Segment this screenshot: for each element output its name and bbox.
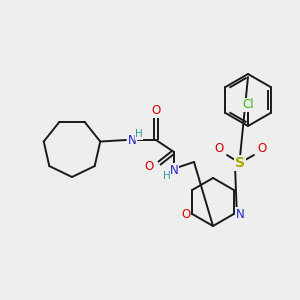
Text: N: N — [236, 208, 244, 220]
Text: Cl: Cl — [242, 98, 254, 112]
Text: N: N — [169, 164, 178, 176]
Text: O: O — [214, 142, 224, 154]
Text: O: O — [257, 142, 267, 154]
Text: O: O — [144, 160, 154, 172]
Text: H: H — [135, 129, 143, 139]
Text: S: S — [235, 156, 245, 170]
Text: H: H — [163, 171, 171, 181]
Text: N: N — [128, 134, 136, 146]
Text: O: O — [182, 208, 191, 220]
Text: O: O — [152, 104, 160, 118]
